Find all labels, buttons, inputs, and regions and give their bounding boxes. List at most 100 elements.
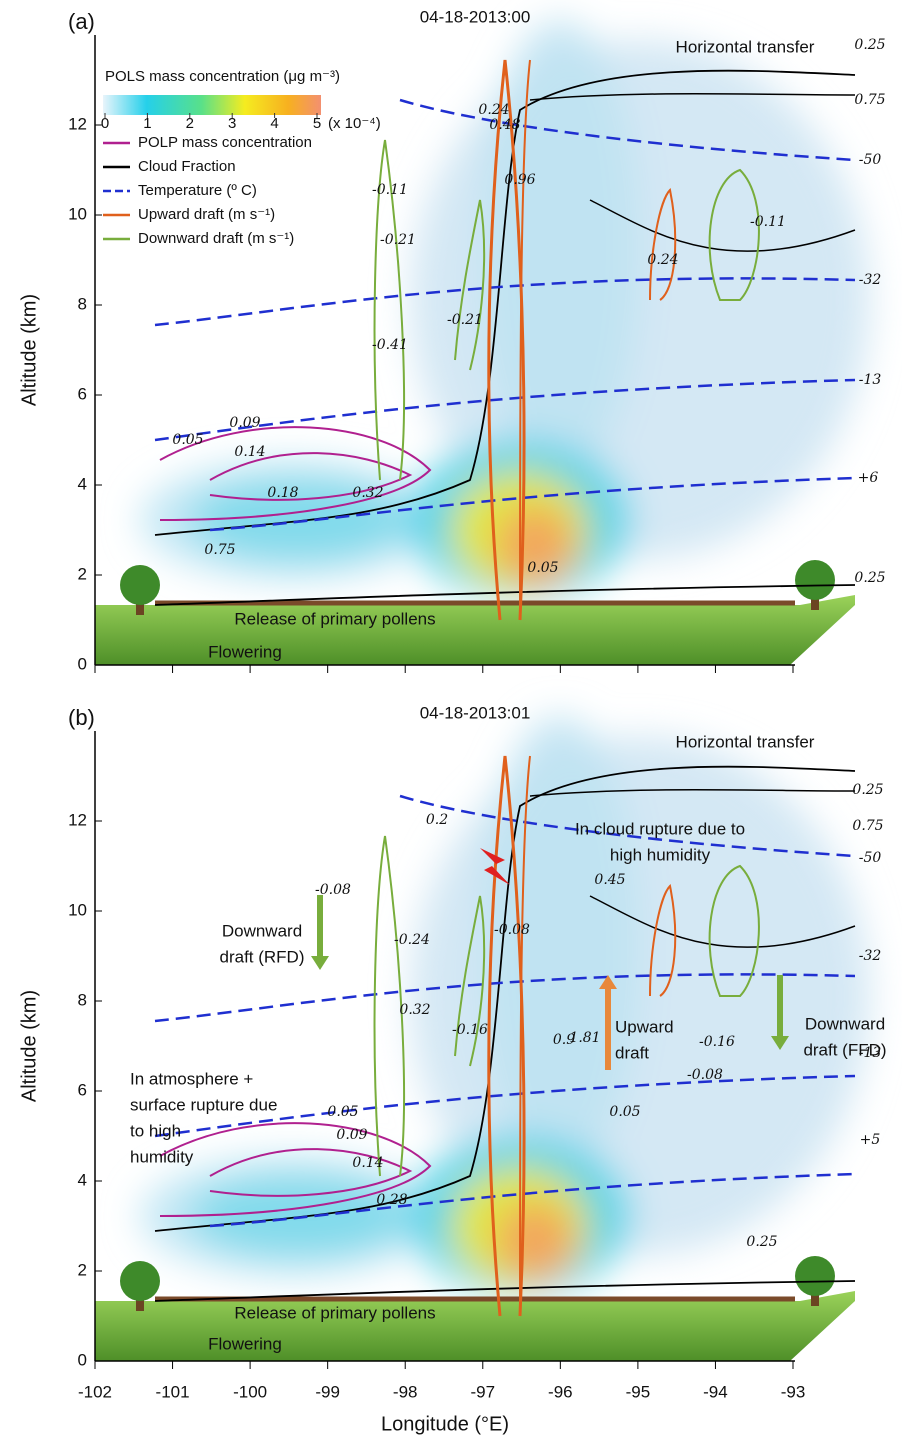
tree xyxy=(120,1261,160,1301)
y-tick-label: 6 xyxy=(78,1080,87,1099)
annotation: to high xyxy=(130,1121,181,1140)
figure: 024681012(a)04-18-2013:00Altitude (km)0.… xyxy=(0,0,902,1443)
colorbar xyxy=(103,95,321,115)
annotation: In atmosphere + xyxy=(130,1069,253,1088)
y-tick-label: 8 xyxy=(78,294,87,313)
y-tick-label: 6 xyxy=(78,384,87,403)
contour-label: -0.08 xyxy=(687,1067,723,1083)
contour-label: 0.2 xyxy=(426,812,448,828)
tree xyxy=(795,560,835,600)
contour-label: 0.09 xyxy=(336,1127,367,1143)
contour-label: 0.18 xyxy=(267,485,298,501)
contour-label: 0.28 xyxy=(376,1192,407,1208)
colorbar-tick-label: 0 xyxy=(101,115,109,132)
y-tick-label: 12 xyxy=(68,114,87,133)
shade xyxy=(495,1201,575,1281)
contour-label: 0.75 xyxy=(852,818,883,834)
annotation: draft (RFD) xyxy=(220,947,305,966)
contour-label: 0.05 xyxy=(527,560,558,576)
contour-label: -0.11 xyxy=(750,214,786,230)
tree xyxy=(120,565,160,605)
y-tick-label: 12 xyxy=(68,810,87,829)
contour-label: -0.11 xyxy=(372,182,408,198)
contour-label: +5 xyxy=(860,1132,881,1148)
x-tick-label: -101 xyxy=(156,1382,190,1401)
annotation: Horizontal transfer xyxy=(676,37,815,56)
colorbar-tick-label: 4 xyxy=(270,115,278,132)
tree xyxy=(795,1256,835,1296)
y-axis-label: Altitude (km) xyxy=(18,990,40,1102)
y-tick-label: 4 xyxy=(78,1170,87,1189)
x-axis-label: Longitude (°E) xyxy=(381,1413,509,1435)
contour-label: -50 xyxy=(859,152,882,168)
contour-label: -0.21 xyxy=(447,312,483,328)
x-tick-label: -95 xyxy=(626,1382,651,1401)
panel-label: (a) xyxy=(68,9,95,34)
y-tick-label: 0 xyxy=(78,1350,87,1369)
contour-label: 0.09 xyxy=(229,415,260,431)
contour-label: 0.96 xyxy=(504,172,535,188)
chart-title: 04-18-2013:00 xyxy=(420,7,531,26)
annotation: Flowering xyxy=(208,642,282,661)
annotation: Horizontal transfer xyxy=(676,732,815,751)
y-tick-label: 10 xyxy=(68,204,87,223)
chart-title: 04-18-2013:01 xyxy=(420,703,531,722)
contour-label: 0.32 xyxy=(399,1002,430,1018)
y-tick-label: 2 xyxy=(78,1260,87,1279)
panel: 024681012-102-101-100-99-98-97-96-95-94-… xyxy=(18,703,886,1435)
contour-label: 0.32 xyxy=(352,485,383,501)
x-tick-label: -100 xyxy=(233,1382,267,1401)
contour-label: 0.24 xyxy=(647,252,678,268)
x-tick-label: -93 xyxy=(781,1382,806,1401)
contour-label: -0.16 xyxy=(452,1022,488,1038)
contour-label: 0.48 xyxy=(489,117,520,133)
contour-label: -32 xyxy=(859,272,882,288)
contour-label: -0.21 xyxy=(380,232,416,248)
panel-label: (b) xyxy=(68,705,95,730)
y-axis-label: Altitude (km) xyxy=(18,294,40,406)
contour-label: -50 xyxy=(859,850,882,866)
shade xyxy=(480,20,640,480)
contour-label: 0.75 xyxy=(204,542,235,558)
annotation: Release of primary pollens xyxy=(234,609,435,628)
x-tick-label: -99 xyxy=(315,1382,340,1401)
annotation: high humidity xyxy=(610,845,711,864)
annotation: humidity xyxy=(130,1147,194,1166)
contour-label: 0.25 xyxy=(852,782,883,798)
legend-label: POLP mass concentration xyxy=(138,134,312,151)
contour-label: -13 xyxy=(859,372,882,388)
contour-label: 0.14 xyxy=(234,444,265,460)
contour-label: 0.25 xyxy=(746,1234,777,1250)
annotation: Release of primary pollens xyxy=(234,1303,435,1322)
contour-label: +6 xyxy=(858,470,879,486)
x-tick-label: -97 xyxy=(470,1382,495,1401)
colorbar-title: POLS mass concentration (μg m⁻³) xyxy=(105,68,340,85)
contour-label: 0.45 xyxy=(594,872,625,888)
arrow-head xyxy=(311,956,329,970)
contour-label: 0.25 xyxy=(854,37,885,53)
page: {"chart_data":[ {"type":"contour","panel… xyxy=(0,0,902,1443)
contour-label: 0.75 xyxy=(854,92,885,108)
x-tick-label: -94 xyxy=(703,1382,728,1401)
annotation: Downward xyxy=(222,921,302,940)
concentration-shading xyxy=(140,716,870,1296)
legend-label: Upward draft (m s⁻¹) xyxy=(138,206,275,223)
y-tick-label: 8 xyxy=(78,990,87,1009)
y-tick-label: 10 xyxy=(68,900,87,919)
contour-label: -0.08 xyxy=(494,922,530,938)
y-tick-label: 0 xyxy=(78,654,87,673)
annotation: draft (FFD) xyxy=(803,1040,886,1059)
annotation: Upward xyxy=(615,1017,674,1036)
annotation: draft xyxy=(615,1043,649,1062)
contour-label: 0.24 xyxy=(478,102,509,118)
colorbar-tick-label: 1 xyxy=(143,115,151,132)
contour-label: -0.16 xyxy=(699,1034,735,1050)
y-tick-label: 4 xyxy=(78,474,87,493)
legend-label: Temperature (º C) xyxy=(138,182,257,199)
y-tick-label: 2 xyxy=(78,564,87,583)
contour-label: 0.9 xyxy=(553,1032,575,1048)
colorbar-tick-label: 5 xyxy=(313,115,321,132)
contour-label: 0.14 xyxy=(352,1155,383,1171)
colorbar-unit: (x 10⁻⁴) xyxy=(328,115,381,132)
